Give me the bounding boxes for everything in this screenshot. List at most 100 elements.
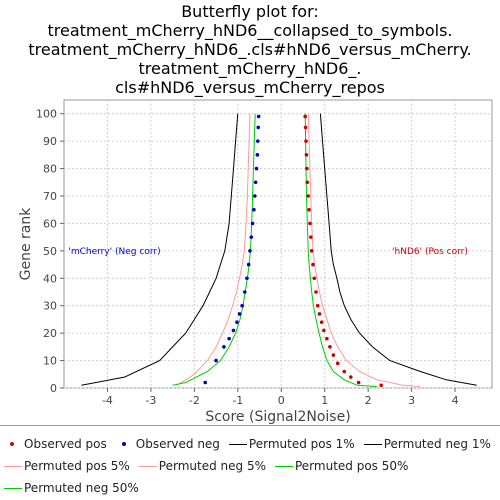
data-point-observed-neg bbox=[227, 336, 231, 341]
data-point-observed-neg bbox=[252, 207, 256, 212]
data-point-observed-neg bbox=[203, 380, 208, 385]
chart-title-line-1: Butterfly plot for: bbox=[181, 2, 319, 21]
data-point-observed-neg bbox=[231, 328, 236, 333]
x-tick-label: 1 bbox=[321, 394, 328, 407]
data-point-observed-neg bbox=[256, 125, 261, 130]
chart-title-line-3: treatment_mCherry_hND6_.cls#hND6_versus_… bbox=[28, 40, 472, 59]
data-point-observed-pos bbox=[311, 262, 315, 267]
data-point-observed-neg bbox=[235, 320, 239, 324]
y-tick-label: 50 bbox=[43, 245, 57, 258]
annotation-pos-corr: 'hND6' (Pos corr) bbox=[392, 247, 468, 257]
x-tick-label: -2 bbox=[189, 394, 200, 407]
data-point-observed-neg bbox=[245, 276, 249, 281]
data-point-observed-neg bbox=[255, 153, 260, 157]
legend-label-permuted-neg-50: Permuted neg 50% bbox=[24, 481, 139, 495]
series-line-permuted-pos-5 bbox=[307, 113, 421, 388]
data-point-observed-pos bbox=[303, 125, 308, 130]
data-point-observed-neg bbox=[222, 345, 226, 349]
x-tick-label: -1 bbox=[232, 394, 243, 407]
series-line-permuted-neg-5 bbox=[176, 113, 251, 386]
legend-label-observed-pos: Observed pos bbox=[24, 437, 107, 451]
y-tick-label: 30 bbox=[43, 300, 57, 313]
legend-item-permuted-pos-1: Permuted pos 1% bbox=[228, 437, 355, 451]
y-tick-label: 100 bbox=[36, 108, 57, 121]
data-point-observed-pos bbox=[314, 290, 318, 294]
data-point-observed-pos bbox=[309, 235, 313, 239]
data-point-observed-neg bbox=[240, 303, 244, 308]
x-axis-label: Score (Signal2Noise) bbox=[205, 409, 350, 425]
annotation-neg-corr: 'mCherry' (Neg corr) bbox=[68, 247, 160, 257]
legend-marker-permuted-pos-50 bbox=[274, 461, 293, 471]
data-point-observed-pos bbox=[348, 375, 353, 379]
legend-marker-permuted-neg-50 bbox=[4, 483, 22, 493]
x-tick-label: 4 bbox=[452, 394, 459, 407]
data-point-observed-pos bbox=[305, 180, 310, 185]
data-point-observed-pos bbox=[308, 221, 312, 226]
data-point-observed-neg bbox=[242, 290, 247, 294]
legend-label-permuted-pos-50: Permuted pos 50% bbox=[294, 459, 409, 473]
data-point-observed-neg bbox=[253, 180, 258, 185]
data-point-observed-neg bbox=[254, 166, 259, 171]
data-point-observed-pos bbox=[304, 153, 309, 157]
data-point-observed-pos bbox=[303, 114, 307, 119]
x-tick-label: 3 bbox=[408, 394, 415, 407]
data-point-observed-pos bbox=[315, 303, 320, 308]
data-point-observed-pos bbox=[335, 361, 340, 366]
data-point-observed-neg bbox=[248, 249, 252, 253]
legend-label-permuted-neg-5: Permuted neg 5% bbox=[158, 459, 266, 473]
legend-row-3: Permuted neg 50% bbox=[4, 478, 148, 498]
legend-marker-observed-neg bbox=[116, 439, 134, 449]
data-point-observed-pos bbox=[331, 353, 336, 357]
data-point-observed-neg bbox=[250, 221, 255, 226]
legend-marker-permuted-pos-1 bbox=[228, 439, 247, 449]
data-point-observed-neg bbox=[246, 262, 251, 267]
data-point-observed-pos bbox=[309, 249, 314, 253]
legend-marker-permuted-neg-1 bbox=[363, 439, 382, 449]
y-axis-label: Gene rank bbox=[18, 207, 34, 281]
legend-marker-observed-pos bbox=[4, 439, 22, 449]
data-point-observed-pos bbox=[306, 194, 310, 198]
butterfly-plot: -4 -3 -2 -1 0 1 2 3 40102030405060708090100Score… bbox=[18, 99, 493, 425]
plot-area bbox=[63, 99, 493, 389]
y-tick-label: 90 bbox=[43, 135, 57, 148]
legend-marker-permuted-pos-5 bbox=[4, 461, 22, 471]
data-point-observed-pos bbox=[319, 320, 324, 324]
series-line-permuted-pos-50 bbox=[304, 113, 377, 388]
data-point-observed-neg bbox=[249, 235, 254, 239]
legend-item-observed-neg: Observed neg bbox=[116, 437, 220, 451]
legend-label-permuted-pos-5: Permuted pos 5% bbox=[24, 459, 130, 473]
data-point-observed-neg bbox=[252, 194, 257, 198]
legend-row-1: Observed pos Observed neg Permuted pos 1… bbox=[4, 434, 500, 454]
series-line-permuted-neg-1 bbox=[81, 113, 239, 386]
chart-title-line-4: treatment_mCherry_hND6_. bbox=[138, 59, 362, 78]
legend-marker-permuted-neg-5 bbox=[138, 461, 157, 471]
series-line-permuted-pos-1 bbox=[319, 113, 477, 386]
y-tick-label: 60 bbox=[43, 217, 57, 230]
y-tick-label: 70 bbox=[43, 190, 57, 203]
x-tick-label: -3 bbox=[145, 394, 156, 407]
data-point-observed-neg bbox=[256, 114, 261, 119]
legend-label-permuted-pos-1: Permuted pos 1% bbox=[248, 437, 355, 451]
y-tick-label: 80 bbox=[43, 163, 57, 176]
data-point-observed-neg bbox=[255, 139, 260, 143]
legend-label-permuted-neg-1: Permuted neg 1% bbox=[383, 437, 491, 451]
x-tick-label: -4 bbox=[102, 394, 113, 407]
data-point-observed-pos bbox=[307, 207, 311, 212]
x-tick-label: 0 bbox=[278, 394, 285, 407]
legend-item-permuted-neg-50: Permuted neg 50% bbox=[4, 481, 139, 495]
legend-item-permuted-pos-5: Permuted pos 5% bbox=[4, 459, 130, 473]
legend-item-observed-pos: Observed pos bbox=[4, 437, 107, 451]
legend-row-2: Permuted pos 5% Permuted neg 5% Permuted… bbox=[4, 456, 417, 476]
x-tick-label: 2 bbox=[365, 394, 372, 407]
data-point-observed-pos bbox=[342, 369, 347, 374]
legend-item-permuted-neg-5: Permuted neg 5% bbox=[138, 459, 266, 473]
data-point-observed-pos bbox=[328, 345, 332, 349]
y-tick-label: 10 bbox=[43, 355, 57, 368]
data-point-observed-pos bbox=[325, 336, 329, 341]
legend-label-observed-neg: Observed neg bbox=[135, 437, 220, 451]
chart-title-line-2: treatment_mCherry_hND6__collapsed_to_sym… bbox=[47, 21, 453, 40]
chart-title-line-5: cls#hND6_versus_mCherry_repos bbox=[115, 78, 385, 97]
data-point-observed-pos bbox=[379, 383, 383, 388]
data-point-observed-pos bbox=[305, 166, 309, 171]
y-tick-label: 0 bbox=[50, 382, 57, 395]
